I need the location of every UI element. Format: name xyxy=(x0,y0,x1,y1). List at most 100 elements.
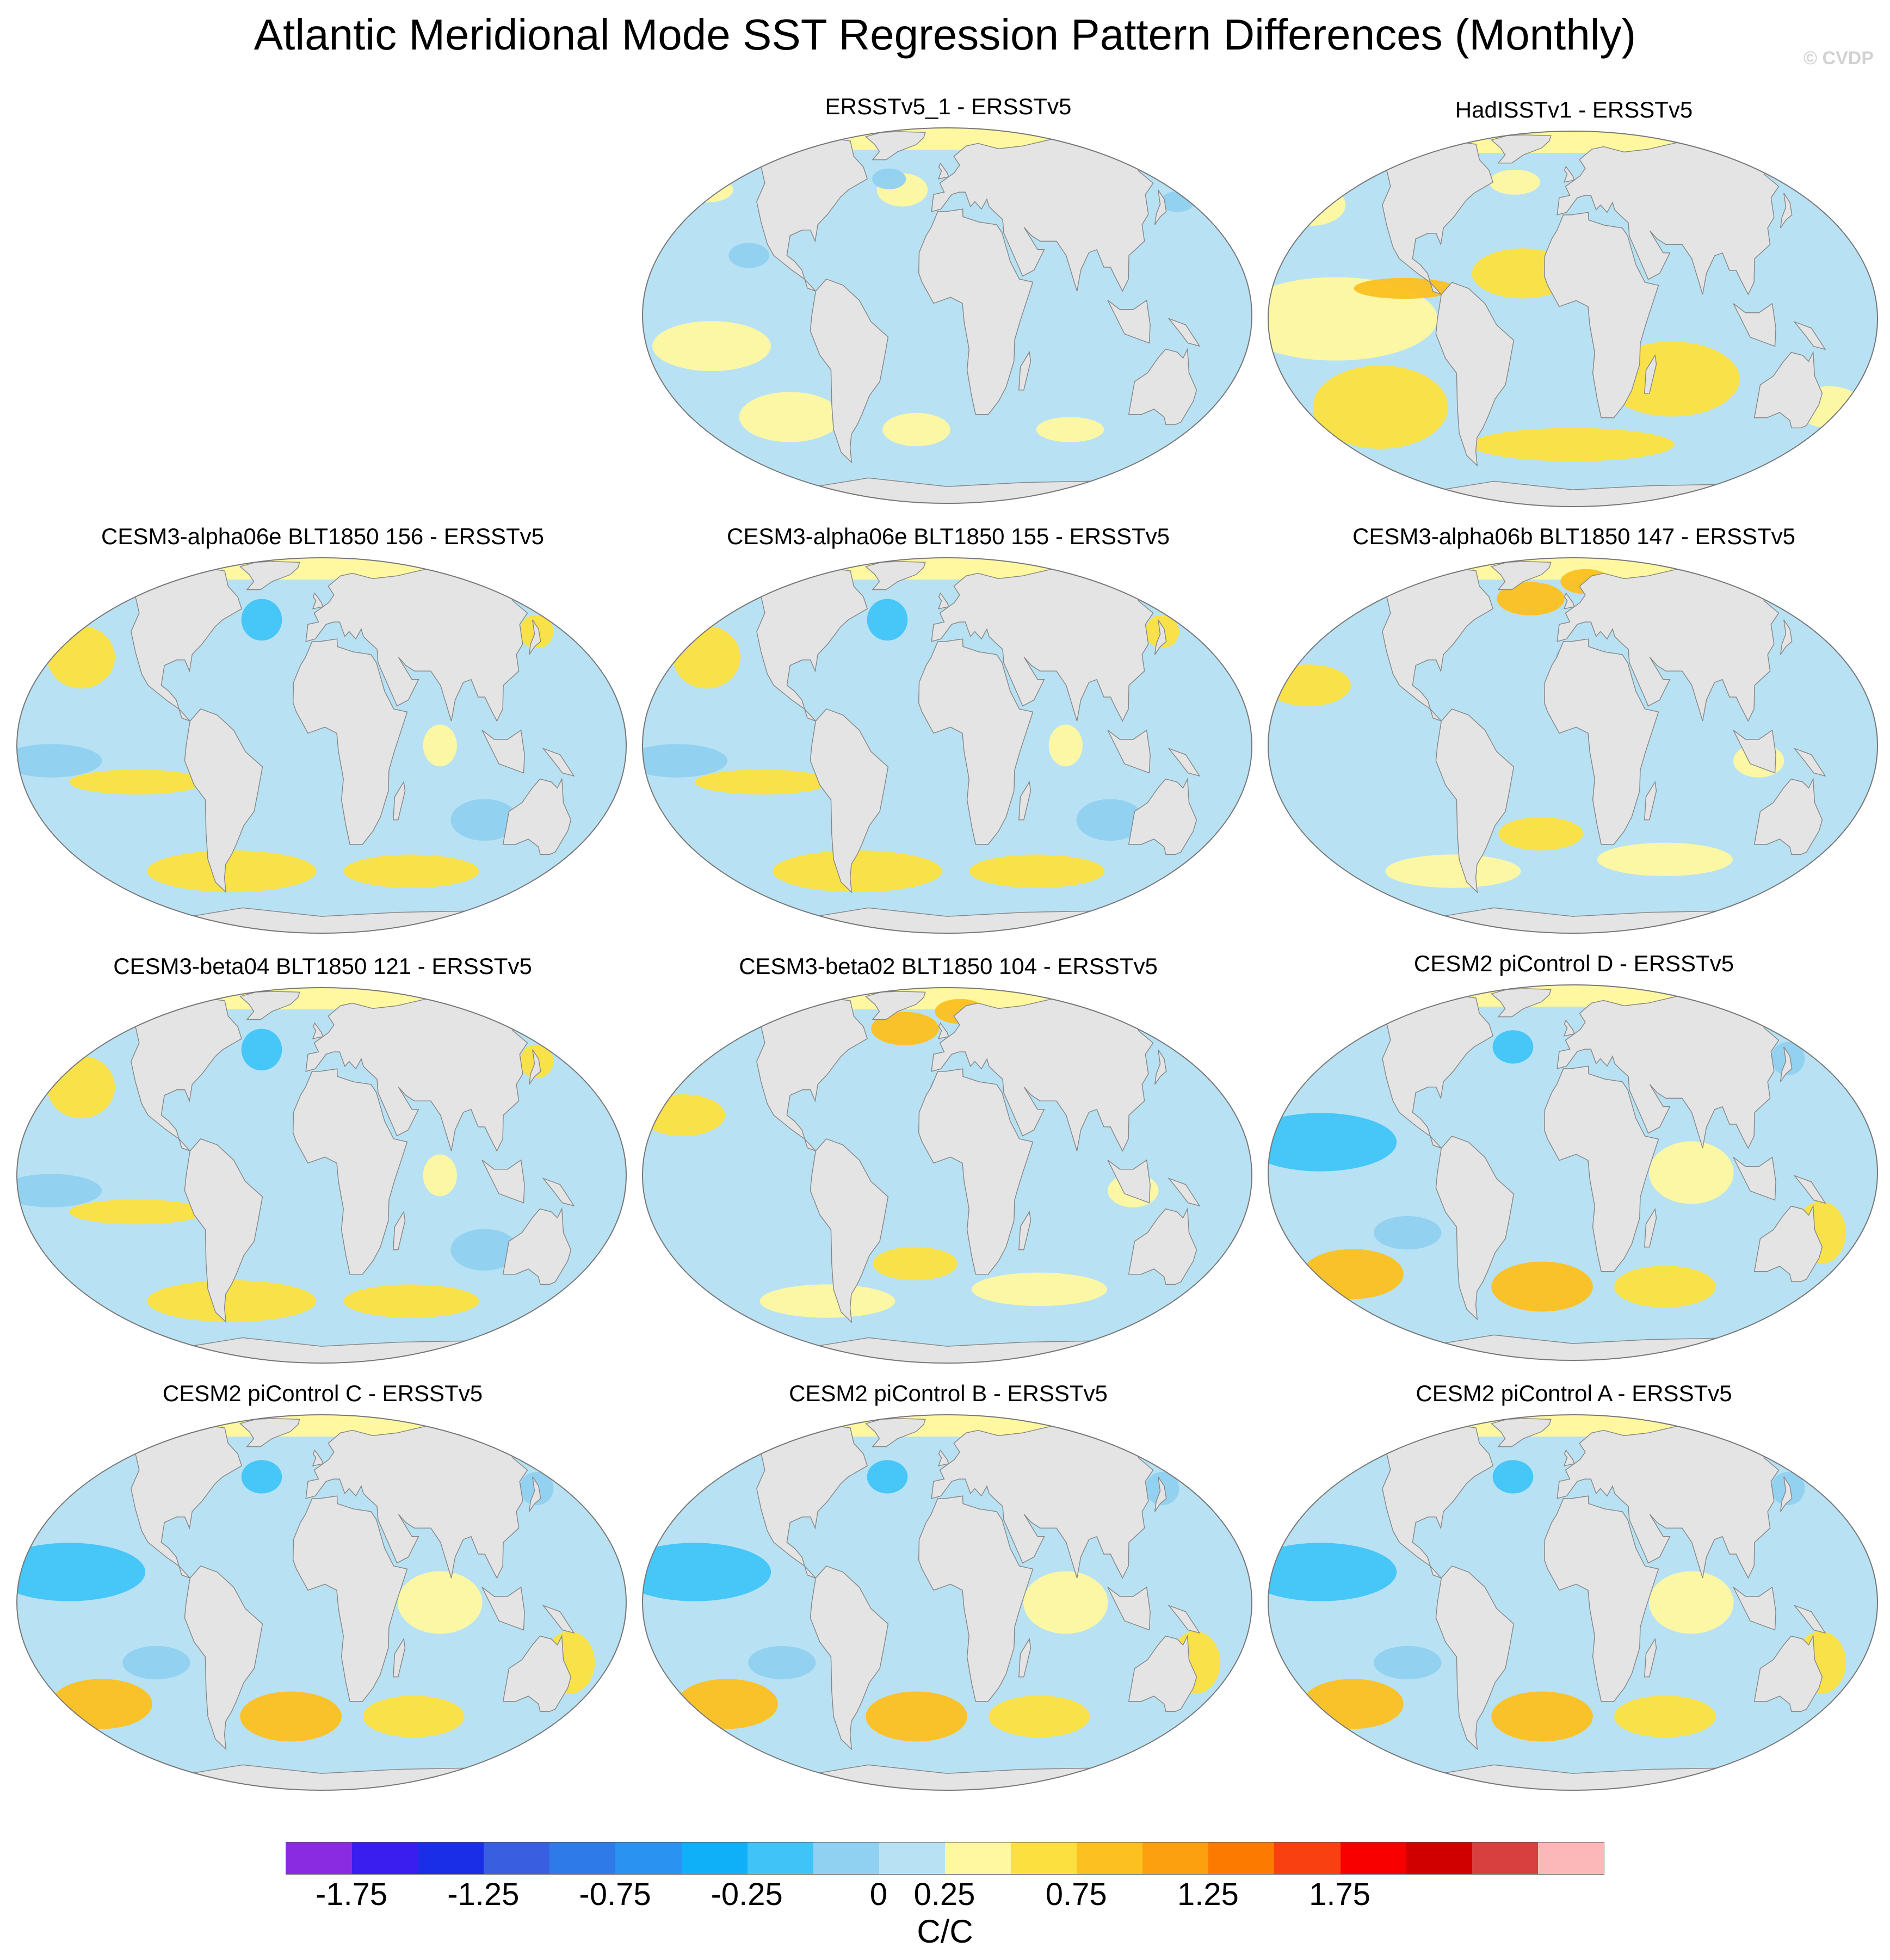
map-border xyxy=(16,987,627,1364)
land-africa xyxy=(1543,638,1659,845)
anomaly-region xyxy=(1597,842,1733,877)
map-border xyxy=(1268,984,1878,1361)
anomaly-region xyxy=(867,1460,908,1494)
land-south-america xyxy=(1435,708,1515,893)
land-north-america xyxy=(1348,1425,1493,1579)
colorbar-segment xyxy=(1340,1842,1406,1874)
anomaly-region xyxy=(343,1284,479,1318)
land-greenland xyxy=(1490,561,1552,590)
land-new-zealand xyxy=(571,846,598,874)
map-svg xyxy=(1268,1414,1878,1791)
land-madagascar xyxy=(1644,1637,1657,1678)
land-uk xyxy=(937,592,949,609)
land-new-guinea xyxy=(542,1177,575,1207)
anomaly-region xyxy=(773,850,942,892)
land-indonesia xyxy=(1107,1159,1151,1204)
map-svg xyxy=(16,557,627,934)
map-svg xyxy=(642,1414,1252,1791)
land-madagascar xyxy=(1018,1210,1032,1250)
land-africa xyxy=(292,1068,408,1275)
land-indonesia xyxy=(481,729,525,774)
map-panel-cesm3-alpha06b-147: CESM3-alpha06b BLT1850 147 - ERSSTv5 xyxy=(1261,522,1887,952)
anomaly-region xyxy=(1614,1266,1716,1308)
map-svg xyxy=(642,127,1252,504)
land-australia xyxy=(502,1634,572,1712)
polar-band xyxy=(1268,131,1877,153)
anomaly-region xyxy=(450,799,518,841)
land-uk xyxy=(1563,1449,1575,1466)
anomaly-region xyxy=(1471,428,1675,461)
land-north-america xyxy=(97,998,242,1151)
panel-title: CESM3-beta04 BLT1850 121 - ERSSTv5 xyxy=(113,953,532,979)
panel-title: CESM2 piControl B - ERSSTv5 xyxy=(789,1380,1108,1406)
colorbar-segment xyxy=(1142,1842,1209,1874)
anomaly-region xyxy=(652,321,771,372)
land-africa xyxy=(918,1495,1034,1702)
land-africa xyxy=(1543,1065,1659,1272)
anomaly-region xyxy=(748,1645,816,1680)
land-new-guinea xyxy=(542,747,575,777)
anomaly-region xyxy=(241,599,282,641)
land-japan xyxy=(528,1049,541,1085)
figure-title: Atlantic Meridional Mode SST Regression … xyxy=(254,10,1636,59)
panel-title: CESM3-beta02 BLT1850 104 - ERSSTv5 xyxy=(739,953,1158,979)
land-japan xyxy=(528,619,541,655)
anomaly-region xyxy=(241,1460,282,1494)
map-panel-ersstv5-1: ERSSTv5_1 - ERSSTv5 xyxy=(635,93,1261,522)
land-greenland xyxy=(239,561,300,590)
anomaly-region xyxy=(1649,1571,1734,1634)
land-madagascar xyxy=(1018,1637,1032,1678)
land-australia xyxy=(502,1207,572,1285)
anomaly-region xyxy=(1268,664,1351,706)
land-new-zealand xyxy=(1196,416,1224,444)
colorbar-segment xyxy=(1537,1842,1604,1874)
anomaly-region xyxy=(672,626,741,689)
map-svg xyxy=(1268,131,1878,507)
map-border xyxy=(642,557,1252,934)
panel-title: CESM2 piControl A - ERSSTv5 xyxy=(1416,1380,1732,1406)
anomaly-region xyxy=(398,1571,483,1634)
anomaly-region xyxy=(1354,278,1456,299)
map-border xyxy=(1268,131,1878,507)
panel-title: HadISSTv1 - ERSSTv5 xyxy=(1455,97,1693,122)
land-eurasia xyxy=(931,996,1186,1152)
land-new-guinea xyxy=(1793,320,1826,350)
colorbar-segment xyxy=(681,1842,748,1874)
land-africa xyxy=(918,208,1034,415)
land-uk xyxy=(1563,1019,1575,1037)
panel-title: CESM3-alpha06b BLT1850 147 - ERSSTv5 xyxy=(1352,523,1795,549)
land-greenland xyxy=(1490,1418,1552,1447)
land-australia xyxy=(1128,777,1197,855)
polar-band xyxy=(1268,1415,1877,1437)
anomaly-region xyxy=(873,1247,958,1280)
land-eurasia xyxy=(1557,139,1812,295)
anomaly-region xyxy=(1268,1543,1397,1601)
land-south-america xyxy=(810,279,889,464)
land-uk xyxy=(937,162,949,180)
colorbar-units: C/C xyxy=(917,1913,973,1950)
land-japan xyxy=(528,1476,541,1512)
anomaly-region xyxy=(1277,184,1346,226)
anomaly-region xyxy=(240,1691,342,1742)
map-panel-cesm2-picontrol-c: CESM2 piControl C - ERSSTv5 xyxy=(10,1379,635,1809)
colorbar-tick-label: -0.75 xyxy=(579,1877,651,1912)
land-greenland xyxy=(1490,988,1552,1018)
land-greenland xyxy=(239,991,300,1020)
land-australia xyxy=(502,777,572,855)
anomaly-region xyxy=(17,1543,146,1601)
anomaly-region xyxy=(871,1012,939,1045)
map-svg xyxy=(642,987,1252,1364)
anomaly-region xyxy=(971,1272,1107,1306)
land-north-america xyxy=(1348,141,1493,295)
land-new-zealand xyxy=(1196,1703,1224,1731)
land-indonesia xyxy=(1733,1586,1776,1631)
map-panel-cesm3-alpha06e-156: CESM3-alpha06e BLT1850 156 - ERSSTv5 xyxy=(10,522,635,952)
land-south-america xyxy=(1435,282,1515,467)
land-africa xyxy=(918,1068,1034,1275)
anomaly-region xyxy=(866,1691,967,1742)
land-new-zealand xyxy=(571,1703,598,1731)
land-australia xyxy=(1128,1207,1197,1285)
anomaly-region xyxy=(241,1028,282,1071)
land-south-america xyxy=(184,1565,263,1751)
land-uk xyxy=(312,1022,324,1039)
